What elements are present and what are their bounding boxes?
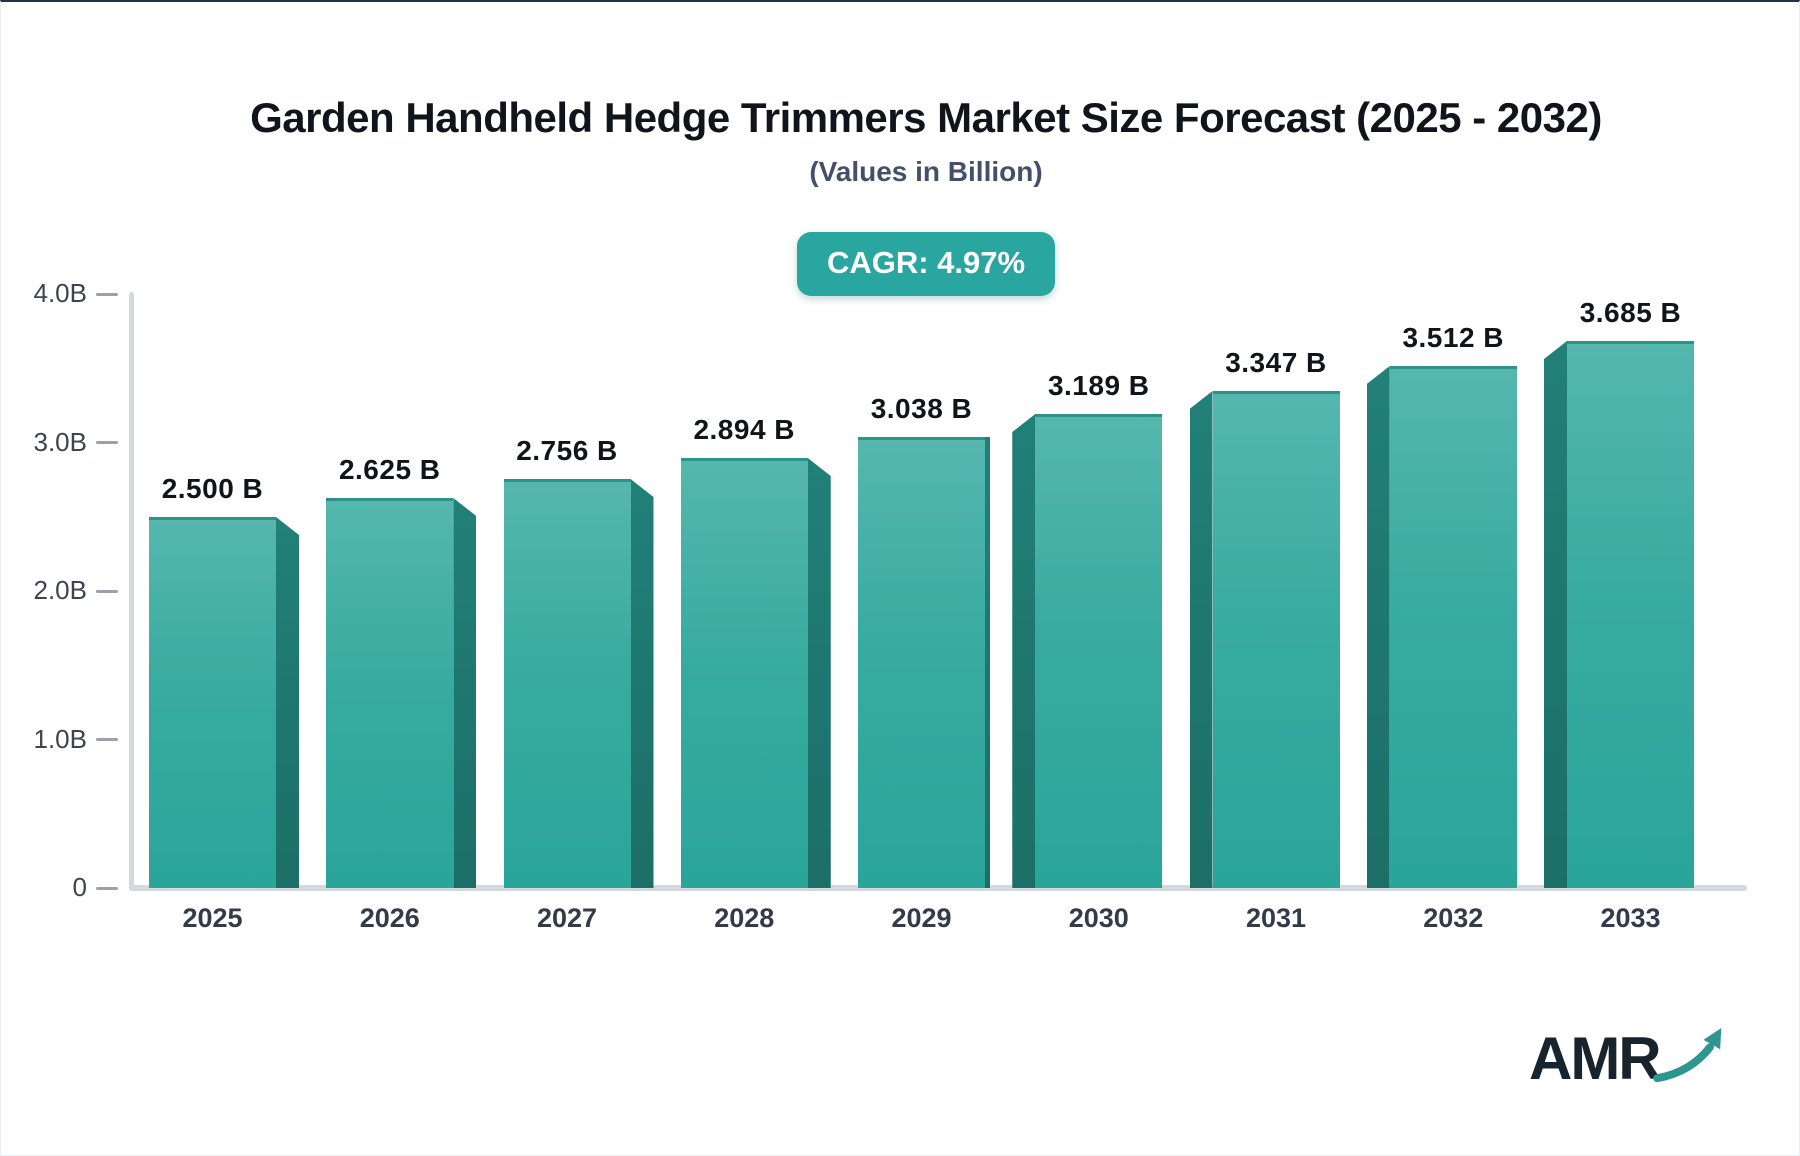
x-axis-label-2026: 2026	[359, 903, 420, 933]
bar-value-label-2031: 3.347 B	[1225, 347, 1327, 378]
bar-3d-side-2030	[1012, 414, 1036, 888]
chart-subtitle: (Values in Billion)	[809, 156, 1043, 187]
x-axis-baseline	[129, 885, 1747, 891]
y-tick-mark	[96, 589, 118, 593]
amr-logo-text: AMR	[1529, 1025, 1662, 1092]
bar-value-label-2026: 2.625 B	[338, 454, 441, 485]
x-axis-label-2028: 2028	[714, 903, 775, 933]
y-tick-mark	[96, 886, 118, 890]
x-axis-label-2027: 2027	[536, 903, 598, 933]
y-axis-line	[129, 292, 134, 891]
chart-title: Garden Handheld Hedge Trimmers Market Si…	[250, 94, 1602, 141]
bar-value-label-2028: 2.894 B	[693, 414, 796, 445]
bar-3d-side-2031	[1189, 391, 1213, 888]
bar-value-label-2030: 3.189 B	[1047, 370, 1150, 401]
bar-3d-side-2032	[1366, 366, 1390, 888]
bar-2027	[503, 479, 631, 888]
bar-3d-side-2025	[276, 517, 299, 888]
growth-arrow-icon	[1652, 1027, 1721, 1082]
bar-3d-side-2026	[453, 498, 477, 888]
y-tick-label-0: 0	[72, 872, 87, 902]
x-axis-label-2030: 2030	[1068, 903, 1129, 933]
y-tick-label-2.0B: 2.0B	[33, 575, 88, 605]
amr-logo: AMR	[1529, 1024, 1730, 1093]
bar-2029	[858, 437, 985, 888]
x-axis-label-2033: 2033	[1600, 903, 1661, 933]
bar-3d-side-2028	[807, 458, 831, 888]
bar-2026	[326, 498, 454, 888]
y-tick-mark	[96, 292, 118, 296]
bar-value-label-2029: 3.038 B	[870, 393, 973, 424]
y-tick-label-3.0B: 3.0B	[33, 426, 88, 457]
bar-value-label-2027: 2.756 B	[516, 435, 618, 466]
y-tick-label-4.0B: 4.0B	[33, 278, 88, 308]
x-axis-label-2031: 2031	[1245, 903, 1307, 933]
bar-2025	[149, 517, 276, 888]
bar-value-label-2025: 2.500 B	[161, 473, 264, 504]
bar-value-label-2033: 3.685 B	[1579, 297, 1682, 328]
bar-3d-side-2029	[985, 437, 990, 888]
y-tick-mark	[96, 738, 118, 741]
bar-value-label-2032: 3.512 B	[1402, 322, 1505, 353]
x-axis-label-2029: 2029	[891, 903, 952, 933]
bar-3d-side-2027	[630, 479, 654, 888]
y-tick-mark	[96, 441, 118, 444]
chart-header: Garden Handheld Hedge Trimmers Market Si…	[51, 2, 1799, 296]
x-axis-label-2032: 2032	[1423, 903, 1484, 933]
bar-2033	[1567, 341, 1694, 888]
bar-3d-side-2033	[1544, 341, 1567, 888]
bar-2031	[1212, 391, 1340, 888]
cagr-badge: CAGR: 4.97%	[796, 232, 1056, 296]
y-tick-label-1.0B: 1.0B	[33, 723, 88, 754]
bar-2028	[680, 458, 808, 888]
bar-2032	[1389, 366, 1517, 888]
x-axis-label-2025: 2025	[182, 903, 243, 933]
bar-2030	[1035, 414, 1163, 888]
